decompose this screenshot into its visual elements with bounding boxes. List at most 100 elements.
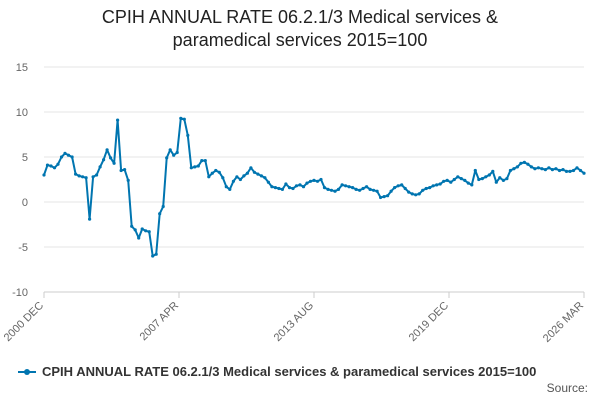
data-point <box>400 183 404 187</box>
source-note: Source: <box>546 381 588 395</box>
data-point <box>109 156 113 160</box>
data-point <box>508 168 512 173</box>
data-point <box>147 230 151 234</box>
data-point <box>403 186 407 191</box>
data-point <box>42 173 46 177</box>
y-tick-label: -5 <box>18 242 28 254</box>
data-point <box>315 179 320 183</box>
data-point <box>186 133 190 137</box>
data-point <box>484 175 488 179</box>
data-point <box>144 229 148 233</box>
y-tick-label: 5 <box>22 152 28 164</box>
data-point <box>228 187 232 191</box>
data-point <box>421 188 425 192</box>
data-point <box>200 159 204 163</box>
data-point <box>529 165 534 169</box>
data-point <box>386 194 390 198</box>
data-point <box>196 164 200 168</box>
data-point <box>263 176 267 180</box>
data-point <box>119 168 123 173</box>
data-point <box>456 175 460 179</box>
data-point <box>210 171 214 175</box>
data-point <box>410 192 414 196</box>
data-point <box>498 176 502 180</box>
data-point <box>66 153 71 157</box>
data-point <box>189 166 193 170</box>
legend[interactable]: CPIH ANNUAL RATE 06.2.1/3 Medical servic… <box>18 364 536 379</box>
data-point <box>379 195 383 200</box>
data-point <box>424 186 428 191</box>
data-point <box>519 161 523 165</box>
data-point <box>351 186 355 190</box>
data-point <box>287 186 292 190</box>
data-point <box>449 180 453 184</box>
data-point <box>151 254 155 258</box>
data-point <box>249 166 253 170</box>
data-point <box>207 175 211 179</box>
data-point <box>130 224 134 228</box>
data-point <box>417 192 421 196</box>
data-point <box>133 228 137 232</box>
data-point <box>259 174 263 178</box>
data-point <box>63 151 67 155</box>
data-point <box>98 165 102 169</box>
data-point <box>557 168 562 173</box>
data-point <box>154 252 158 256</box>
data-point <box>280 187 284 191</box>
legend-series-label: CPIH ANNUAL RATE 06.2.1/3 Medical servic… <box>42 364 537 379</box>
data-point <box>515 165 520 169</box>
data-point <box>435 183 439 187</box>
data-point <box>407 190 411 194</box>
y-tick-label: 15 <box>16 62 28 74</box>
data-point <box>277 186 281 191</box>
data-point <box>463 178 467 182</box>
data-point <box>116 118 120 122</box>
data-point <box>568 169 572 173</box>
data-point <box>361 186 365 191</box>
data-point <box>396 184 400 188</box>
data-point <box>347 185 351 189</box>
data-point <box>298 183 302 187</box>
data-point <box>305 181 309 185</box>
data-point <box>45 163 50 167</box>
data-point <box>294 184 299 188</box>
data-point <box>308 179 313 183</box>
series-line <box>43 117 585 257</box>
data-point <box>445 178 449 182</box>
data-point <box>193 165 197 169</box>
data-point <box>333 189 337 193</box>
data-point <box>95 173 99 177</box>
data-point <box>442 179 446 183</box>
data-point <box>172 153 176 157</box>
data-point <box>344 184 348 188</box>
data-point <box>235 175 239 179</box>
data-point <box>540 167 544 171</box>
data-point <box>431 184 435 188</box>
data-point <box>494 180 498 184</box>
data-point <box>459 177 463 181</box>
data-point <box>452 177 456 182</box>
data-point <box>126 178 130 182</box>
data-point <box>284 182 288 186</box>
data-point <box>491 169 495 173</box>
data-point <box>273 186 277 190</box>
data-point <box>547 166 551 170</box>
data-point <box>168 148 172 152</box>
data-point <box>582 171 586 175</box>
data-point <box>84 176 88 180</box>
data-point <box>312 178 316 182</box>
data-point <box>501 178 505 182</box>
data-point <box>550 168 555 172</box>
data-point <box>578 168 583 173</box>
data-point <box>319 177 323 182</box>
data-point <box>575 166 579 170</box>
data-point <box>161 204 165 209</box>
data-point <box>158 212 162 216</box>
data-point <box>543 168 548 172</box>
data-point <box>56 162 60 166</box>
data-point <box>217 170 221 174</box>
data-point <box>182 117 186 121</box>
data-point <box>477 177 481 182</box>
data-point <box>470 183 474 187</box>
